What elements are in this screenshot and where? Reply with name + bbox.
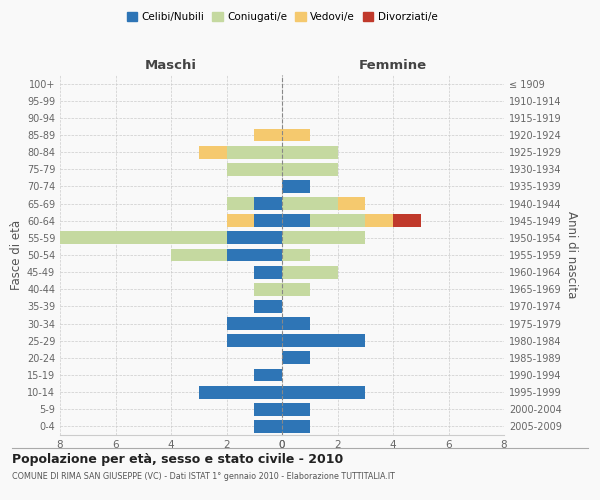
Bar (337, 197, 365, 210)
Bar (282, 146, 337, 158)
Bar (254, 197, 282, 210)
Title: Femmine: Femmine (359, 60, 427, 72)
Bar (227, 248, 282, 262)
Bar (282, 232, 365, 244)
Legend: Celibi/Nubili, Coniugati/e, Vedovi/e, Divorziati/e: Celibi/Nubili, Coniugati/e, Vedovi/e, Di… (122, 8, 442, 26)
Bar (227, 232, 282, 244)
Bar (310, 214, 365, 227)
Bar (254, 283, 282, 296)
Bar (282, 197, 337, 210)
Title: Maschi: Maschi (145, 60, 197, 72)
Bar (254, 368, 282, 382)
Bar (254, 214, 282, 227)
Bar (393, 214, 421, 227)
Bar (227, 197, 254, 210)
Bar (282, 283, 310, 296)
Bar (282, 266, 337, 278)
Bar (282, 403, 310, 415)
Bar (227, 317, 282, 330)
Bar (282, 317, 310, 330)
Y-axis label: Fasce di età: Fasce di età (10, 220, 23, 290)
Bar (32, 232, 227, 244)
Bar (282, 420, 310, 433)
Bar (282, 214, 310, 227)
Bar (254, 403, 282, 415)
Bar (282, 334, 365, 347)
Bar (254, 420, 282, 433)
Y-axis label: Anni di nascita: Anni di nascita (565, 212, 578, 298)
Bar (227, 163, 282, 175)
Bar (199, 386, 282, 398)
Bar (282, 180, 310, 193)
Bar (171, 248, 227, 262)
Text: COMUNE DI RIMA SAN GIUSEPPE (VC) - Dati ISTAT 1° gennaio 2010 - Elaborazione TUT: COMUNE DI RIMA SAN GIUSEPPE (VC) - Dati … (12, 472, 395, 481)
Bar (227, 214, 254, 227)
Bar (254, 266, 282, 278)
Text: Popolazione per età, sesso e stato civile - 2010: Popolazione per età, sesso e stato civil… (12, 452, 343, 466)
Bar (365, 214, 393, 227)
Bar (254, 128, 282, 141)
Bar (282, 352, 310, 364)
Bar (227, 146, 282, 158)
Bar (282, 248, 310, 262)
Bar (254, 300, 282, 313)
Bar (282, 163, 337, 175)
Bar (282, 128, 310, 141)
Bar (227, 334, 282, 347)
Bar (199, 146, 227, 158)
Bar (282, 386, 365, 398)
